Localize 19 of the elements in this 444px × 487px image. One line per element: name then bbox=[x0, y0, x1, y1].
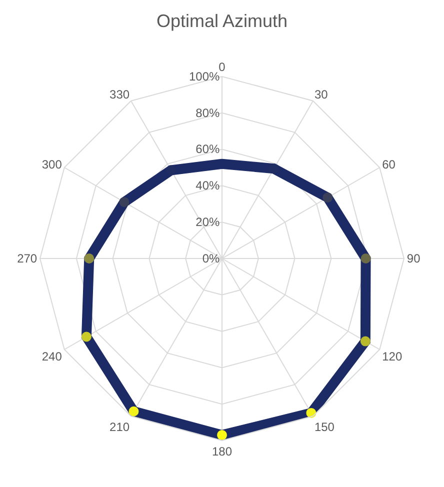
spoke-label: 30 bbox=[314, 87, 328, 102]
spoke-label: 240 bbox=[42, 350, 62, 364]
y-tick-label: 40% bbox=[196, 178, 220, 193]
spoke-label: 270 bbox=[17, 252, 38, 266]
y-tick-label: 80% bbox=[196, 106, 220, 120]
spoke-label: 330 bbox=[110, 87, 130, 102]
y-tick-label: 20% bbox=[196, 215, 220, 229]
y-tick-label: 0% bbox=[202, 251, 220, 266]
spoke-label: 150 bbox=[314, 420, 335, 434]
spoke-label: 60 bbox=[382, 157, 396, 172]
spoke-label: 300 bbox=[42, 157, 62, 172]
spoke-label: 180 bbox=[212, 444, 232, 458]
spoke-label: 90 bbox=[406, 252, 421, 266]
y-tick-label: 100% bbox=[188, 69, 220, 84]
spoke-label: 120 bbox=[382, 350, 402, 364]
spoke-label: 0 bbox=[218, 60, 226, 74]
spoke-label: 210 bbox=[110, 420, 130, 434]
chart-title: Optimal Azimuth bbox=[156, 11, 288, 32]
y-tick-label: 60% bbox=[196, 142, 220, 156]
